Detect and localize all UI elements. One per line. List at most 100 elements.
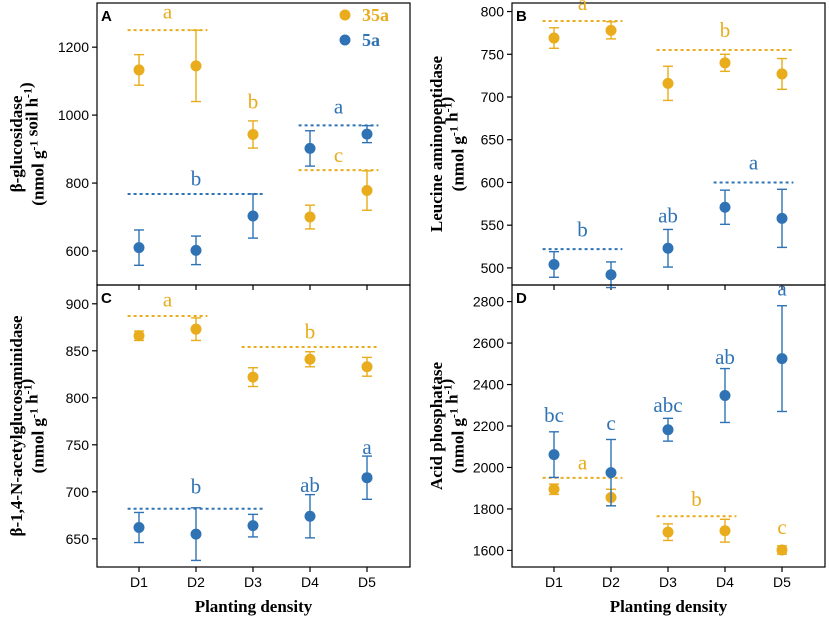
- y-tick-label: 500: [481, 260, 505, 276]
- x-tick-label: D1: [545, 574, 563, 590]
- label-part: (nmol g: [28, 418, 47, 474]
- y-tick-label: 700: [481, 89, 505, 105]
- data-point-5a: [719, 390, 731, 402]
- data-point-35a: [605, 24, 617, 36]
- data-point-5a: [776, 353, 788, 365]
- x-axis-title: Planting density: [610, 597, 728, 616]
- y-tick-label: 800: [66, 175, 90, 191]
- y-tick-label: 1600: [473, 542, 504, 558]
- significance-letter-35a: a: [163, 288, 173, 312]
- y-tick-label: 2600: [473, 335, 504, 351]
- data-point-5a: [548, 449, 560, 461]
- data-point-35a: [361, 185, 373, 197]
- y-tick-label: 2200: [473, 418, 504, 434]
- label-part: h: [442, 394, 461, 408]
- x-tick-label: D2: [602, 574, 620, 590]
- x-tick-label: D3: [659, 574, 677, 590]
- label-part: soil h: [22, 97, 41, 140]
- label-part: ): [16, 379, 35, 385]
- y-axis-label-line1: β-1,4-N-acetylglucosaminidase: [7, 315, 26, 536]
- panel-letter: D: [516, 290, 527, 307]
- legend-label-5a: 5a: [362, 30, 380, 50]
- superscript: -1: [440, 384, 454, 394]
- data-point-35a: [548, 32, 560, 44]
- data-point-35a: [548, 483, 560, 495]
- superscript: -1: [20, 384, 34, 394]
- data-point-5a: [190, 528, 202, 540]
- data-point-5a: [190, 244, 202, 256]
- data-point-35a: [133, 64, 145, 76]
- panel-B: 500 550 600 650 700 750 800 B Leucine aminopepti…: [427, 0, 826, 290]
- legend-marker-5a: [339, 34, 351, 46]
- data-point-5a: [304, 142, 316, 154]
- x-tick-label: D4: [716, 574, 734, 590]
- significance-letter-5a: c: [606, 411, 615, 435]
- y-axis-label-line1: Acid phosphatase: [427, 362, 446, 490]
- significance-letter-5a: a: [334, 94, 344, 118]
- x-tick-label: D3: [244, 574, 262, 590]
- data-point-5a: [304, 510, 316, 522]
- y-tick-label: 550: [481, 217, 505, 233]
- significance-letter-5a: b: [577, 217, 588, 241]
- x-axis-title: Planting density: [195, 597, 313, 616]
- y-tick-label: 1800: [473, 501, 504, 517]
- significance-letter-5a: a: [749, 151, 759, 175]
- significance-letter-5a: bc: [544, 403, 564, 427]
- data-point-35a: [190, 323, 202, 335]
- y-axis-label-line2: (nmol g-1 h-1): [436, 379, 467, 474]
- significance-letter-35a: b: [248, 89, 259, 113]
- y-tick-label: 1000: [58, 107, 89, 123]
- significance-letter-35a: b: [720, 18, 731, 42]
- y-tick-label: 2800: [473, 294, 504, 310]
- label-part: (nmol g: [448, 418, 467, 474]
- significance-letter-35a: c: [334, 143, 343, 167]
- significance-letter-5a: ab: [715, 345, 735, 369]
- significance-letter-5a: ab: [658, 204, 678, 228]
- y-tick-label: 900: [66, 296, 90, 312]
- data-point-5a: [662, 424, 674, 436]
- data-point-35a: [719, 525, 731, 537]
- data-point-35a: [662, 526, 674, 538]
- label-part: ): [436, 97, 455, 103]
- data-point-35a: [190, 60, 202, 72]
- y-tick-label: 700: [66, 484, 90, 500]
- data-point-35a: [776, 68, 788, 80]
- legend-marker-35a: [339, 9, 351, 21]
- y-tick-label: 600: [66, 243, 90, 259]
- data-point-35a: [304, 211, 316, 223]
- y-tick-label: 2000: [473, 459, 504, 475]
- y-tick-label: 600: [481, 174, 505, 190]
- x-tick-label: D5: [358, 574, 376, 590]
- panel-letter: C: [101, 290, 112, 307]
- label-part: (nmol g: [448, 136, 467, 192]
- significance-letter-5a: a: [777, 276, 787, 300]
- y-tick-label: 850: [66, 343, 90, 359]
- y-axis-label: β-glucosidase (nmol g-1 soil h-1): [7, 82, 47, 205]
- data-point-5a: [776, 212, 788, 224]
- data-point-35a: [247, 371, 259, 383]
- data-point-35a: [247, 128, 259, 140]
- significance-letter-5a: abc: [653, 393, 682, 417]
- significance-letter-35a: b: [691, 487, 702, 511]
- y-tick-label: 750: [66, 437, 90, 453]
- panel-C: 650 700 750 800 850 900 D1 D2 D3 D4 D5 Cβ-1,4-N-ace…: [7, 284, 411, 590]
- panel-letter: A: [101, 8, 112, 25]
- panel-D: 1600 1800 2000 2200 2400 2600 2800 D1 D2 D3 D4 D5 D A…: [427, 276, 826, 590]
- y-axis-label: Leucine aminopeptidase (nmol g-1 h-1): [427, 55, 467, 232]
- y-axis-label-line2: (nmol g-1 h-1): [16, 379, 47, 474]
- data-point-5a: [133, 522, 145, 534]
- data-point-35a: [361, 361, 373, 373]
- data-point-5a: [361, 128, 373, 140]
- y-axis-label-line2: (nmol g-1 h-1): [436, 97, 467, 192]
- y-axis-label-line2: (nmol g-1 soil h-1): [16, 82, 47, 205]
- data-point-35a: [304, 353, 316, 365]
- x-tick-label: D1: [130, 574, 148, 590]
- superscript: -1: [20, 88, 34, 98]
- label-part: (nmol g: [28, 150, 47, 206]
- superscript: -1: [440, 102, 454, 112]
- significance-letter-35a: a: [578, 451, 588, 475]
- superscript: -1: [446, 126, 460, 136]
- significance-letter-35a: b: [305, 320, 316, 344]
